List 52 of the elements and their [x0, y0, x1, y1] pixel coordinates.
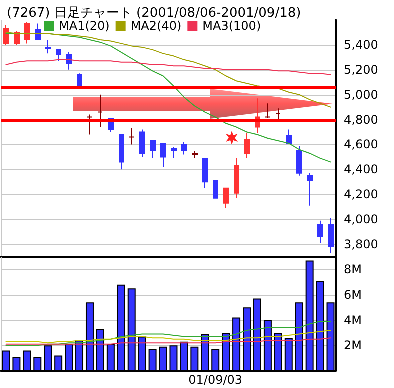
line-series — [6, 59, 332, 76]
candlestick — [45, 39, 51, 54]
candlestick — [223, 188, 229, 209]
y-tick-label: 8M — [344, 262, 362, 277]
chart-title: (7267) 日足チャート (2001/08/06-2001/09/18) — [7, 6, 302, 21]
line-series — [6, 338, 332, 345]
candlestick — [87, 114, 93, 136]
y-tick-label: 5,200 — [344, 62, 378, 77]
y-tick-label: 4M — [344, 313, 362, 328]
candlestick — [276, 108, 281, 120]
y-tick-label: 4,200 — [344, 188, 378, 202]
candlestick — [150, 140, 156, 159]
y-tick-label: 5,000 — [344, 88, 378, 102]
candlestick — [14, 30, 20, 46]
candlestick — [139, 129, 145, 158]
candlestick — [328, 218, 334, 254]
candlestick — [244, 133, 250, 159]
candlestick — [98, 94, 103, 128]
candlestick — [317, 220, 323, 244]
x-tick-label: 01/09/03 — [188, 373, 243, 387]
candlestick — [171, 146, 177, 159]
candlestick — [202, 158, 208, 189]
legend-label: MA1(20) — [59, 19, 110, 33]
candlestick — [213, 180, 218, 199]
candlestick — [234, 158, 239, 199]
candlestick — [296, 145, 302, 176]
y-tick-label: 2M — [344, 338, 362, 353]
candlestick — [66, 52, 72, 70]
candlestick — [35, 23, 41, 40]
candlestick — [119, 134, 124, 170]
y-tick-label: 6M — [344, 288, 362, 302]
line-series — [6, 32, 332, 108]
candlestick — [129, 128, 135, 146]
y-tick-label: 4,000 — [344, 212, 378, 227]
legend-label: MA3(100) — [202, 19, 262, 33]
y-tick-label: 3,800 — [344, 238, 378, 252]
candlestick — [192, 150, 198, 159]
candlestick — [3, 24, 9, 46]
y-tick-label: 4,600 — [344, 138, 378, 152]
legend-label: MA2(40) — [130, 19, 182, 33]
y-tick-label: 5,400 — [344, 38, 378, 52]
line-series — [6, 321, 332, 346]
y-tick-label: 4,400 — [344, 162, 378, 177]
line-series — [6, 330, 332, 344]
candlestick — [160, 142, 166, 168]
candlestick — [265, 103, 271, 120]
candlestick — [181, 142, 187, 156]
candlestick — [24, 22, 30, 44]
candlestick — [56, 49, 61, 62]
candlestick — [286, 129, 292, 144]
candlestick — [307, 172, 313, 206]
y-tick-label: 4,800 — [344, 112, 378, 127]
